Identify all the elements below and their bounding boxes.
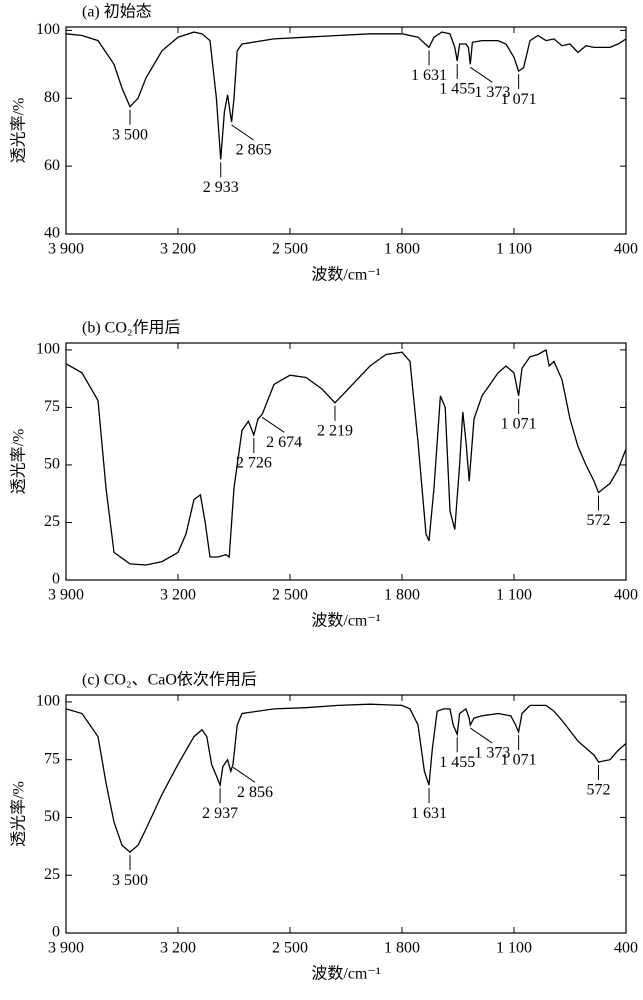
y-tick-label: 100 xyxy=(36,21,60,38)
annotation-label: 2 865 xyxy=(236,142,272,159)
y-tick-label: 75 xyxy=(44,398,60,415)
annotation-leader xyxy=(470,727,493,744)
annotation-label: 3 500 xyxy=(112,126,148,143)
annotation-label: 1 071 xyxy=(501,416,537,433)
chart-title: (b) CO₂作用后 xyxy=(82,319,180,337)
x-tick-label: 3 200 xyxy=(160,940,196,957)
y-tick-label: 0 xyxy=(52,924,60,941)
annotation-label: 3 500 xyxy=(112,872,148,889)
y-tick-label: 40 xyxy=(44,225,60,242)
annotation-label: 2 219 xyxy=(317,422,353,439)
plot-frame xyxy=(65,26,627,235)
y-tick-label: 80 xyxy=(44,89,60,106)
annotation-leader xyxy=(261,416,285,433)
y-axis-label: 透光率/% xyxy=(10,781,28,847)
x-axis-label: 波数/cm⁻¹ xyxy=(311,266,380,284)
annotation-leader xyxy=(470,66,493,83)
x-tick-label: 1 800 xyxy=(384,940,420,957)
annotation-label: 2 937 xyxy=(202,805,238,822)
y-tick-label: 60 xyxy=(44,157,60,174)
annotation-label: 1 631 xyxy=(411,67,447,84)
x-axis-label: 波数/cm⁻¹ xyxy=(311,612,380,630)
x-tick-label: 3 900 xyxy=(48,241,84,258)
annotation-label: 572 xyxy=(586,512,610,529)
x-tick-label: 400 xyxy=(614,940,638,957)
x-tick-label: 2 500 xyxy=(272,241,308,258)
y-tick-label: 100 xyxy=(36,693,60,710)
y-axis-label: 透光率/% xyxy=(10,98,28,164)
plot-frame xyxy=(65,694,627,934)
y-tick-label: 25 xyxy=(44,866,60,883)
x-tick-label: 400 xyxy=(614,241,638,258)
y-tick-label: 100 xyxy=(36,341,60,358)
chart-title: (a) 初始态 xyxy=(82,3,152,21)
annotation-label: 1 071 xyxy=(501,91,537,108)
plot-frame xyxy=(65,342,627,581)
annotation-label: 1 631 xyxy=(411,805,447,822)
spectrum-line xyxy=(65,348,627,566)
annotation-label: 1 373 xyxy=(474,84,510,101)
y-tick-label: 75 xyxy=(44,750,60,767)
y-tick-label: 0 xyxy=(52,571,60,588)
y-tick-label: 50 xyxy=(44,456,60,473)
annotation-label: 2 856 xyxy=(237,784,273,801)
y-tick-label: 25 xyxy=(44,513,60,530)
x-tick-label: 3 200 xyxy=(160,241,196,258)
x-tick-label: 1 100 xyxy=(496,241,532,258)
y-tick-label: 50 xyxy=(44,808,60,825)
x-tick-label: 400 xyxy=(614,587,638,604)
x-tick-label: 3 900 xyxy=(48,587,84,604)
annotation-label: 1 373 xyxy=(474,745,510,762)
x-tick-label: 3 900 xyxy=(48,940,84,957)
x-tick-label: 3 200 xyxy=(160,587,196,604)
annotation-leader xyxy=(231,124,254,141)
x-tick-label: 2 500 xyxy=(272,940,308,957)
x-tick-label: 2 500 xyxy=(272,587,308,604)
x-tick-label: 1 800 xyxy=(384,241,420,258)
annotation-label: 1 455 xyxy=(439,81,475,98)
annotation-label: 2 674 xyxy=(266,434,302,451)
x-axis-label: 波数/cm⁻¹ xyxy=(311,965,380,983)
annotation-label: 572 xyxy=(586,782,610,799)
spectrum-line xyxy=(65,703,627,853)
x-tick-label: 1 800 xyxy=(384,587,420,604)
annotation-label: 1 455 xyxy=(439,754,475,771)
annotation-label: 2 933 xyxy=(203,179,239,196)
annotation-label: 1 071 xyxy=(501,752,537,769)
annotation-leader xyxy=(232,766,256,783)
x-tick-label: 1 100 xyxy=(496,940,532,957)
annotation-label: 2 726 xyxy=(236,455,272,472)
spectrum-line xyxy=(65,31,627,160)
chart-title: (c) CO₂、CaO依次作用后 xyxy=(82,671,257,689)
x-tick-label: 1 100 xyxy=(496,587,532,604)
y-axis-label: 透光率/% xyxy=(10,429,28,495)
